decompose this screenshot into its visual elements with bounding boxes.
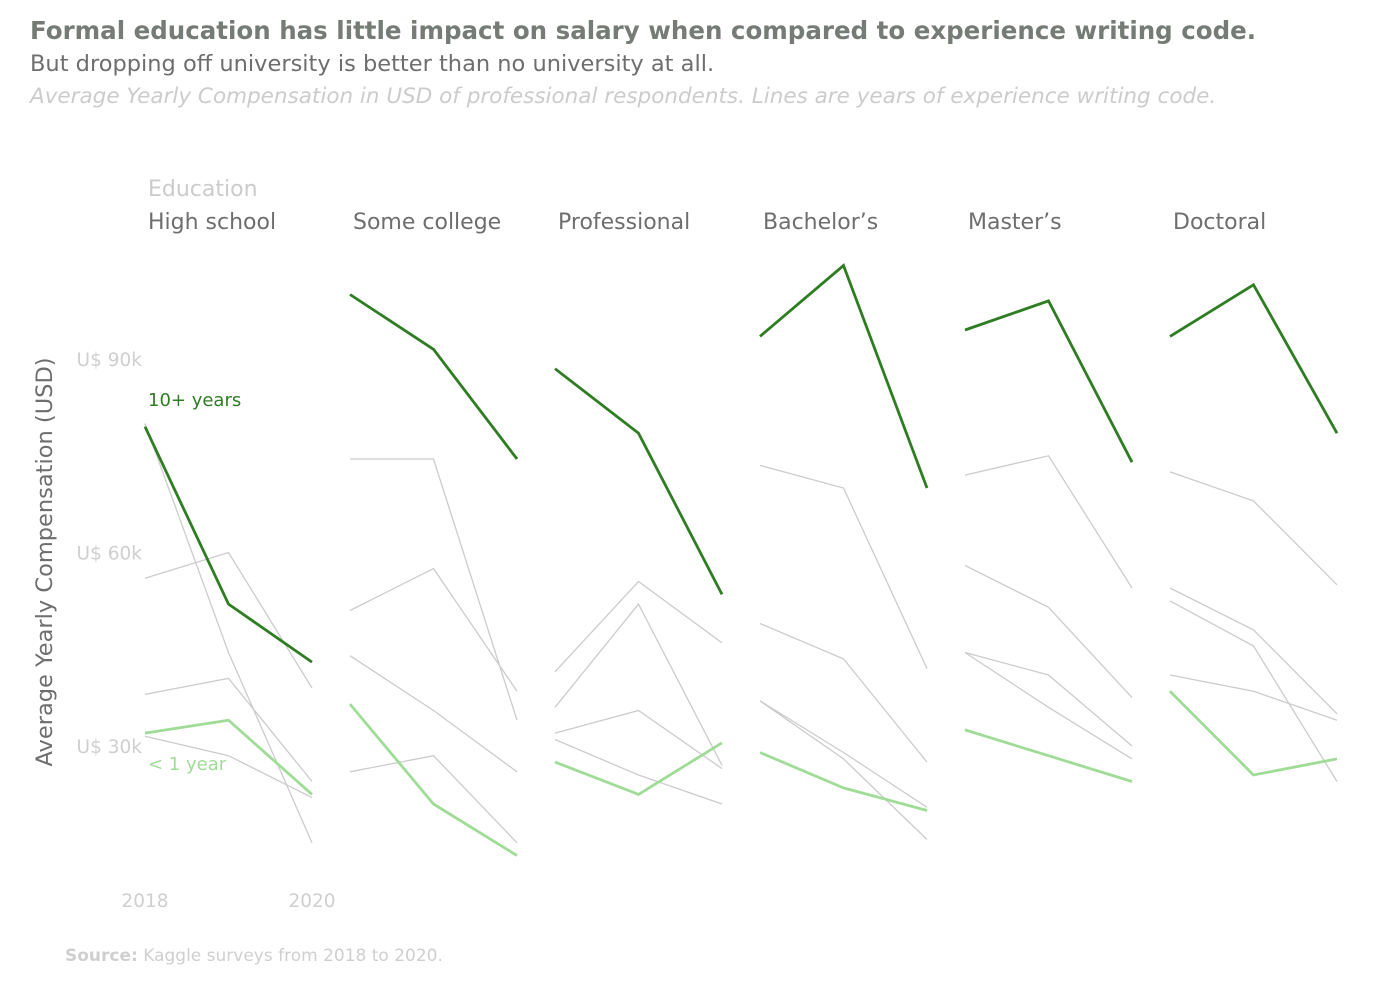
facet-title: Bachelor’s: [763, 210, 878, 235]
source-note: Source: Kaggle surveys from 2018 to 2020…: [65, 946, 443, 966]
series-line-bottom: [1169, 690, 1338, 777]
series-line-top: [143, 426, 313, 664]
series-line-other: [1169, 471, 1338, 586]
series-line-other: [1169, 674, 1338, 721]
x-tick-label: 2018: [121, 891, 168, 912]
series-line-other: [144, 551, 313, 689]
series-line-bottom: [964, 728, 1133, 783]
series-line-top: [759, 263, 929, 489]
y-axis-label: Average Yearly Compensation (USD): [32, 357, 58, 766]
series-line-other: [144, 423, 313, 844]
facet-title: Professional: [558, 210, 690, 235]
y-tick-label: U$ 30k: [77, 737, 143, 758]
chart-caption: Average Yearly Compensation in USD of pr…: [30, 84, 1217, 109]
series-line-other: [759, 700, 928, 808]
series-label-bottom: < 1 year: [148, 754, 227, 775]
series-line-other: [554, 738, 723, 805]
source-label: Source:: [65, 946, 138, 966]
facet-title: Doctoral: [1173, 210, 1266, 235]
y-tick-label: U$ 90k: [77, 350, 143, 371]
series-line-other: [554, 602, 723, 766]
series-line-top: [1169, 282, 1339, 434]
y-tick-label: U$ 60k: [77, 544, 143, 565]
series-line-top: [554, 367, 724, 596]
series-line-other: [144, 677, 313, 782]
facet-group-title: Education: [148, 177, 258, 202]
series-line-other: [1169, 587, 1338, 715]
series-line-other: [554, 580, 723, 673]
series-line-bottom: [348, 703, 518, 857]
series-line-bottom: [144, 718, 313, 796]
x-tick-label: 2020: [288, 891, 335, 912]
facet-title: High school: [148, 210, 276, 235]
series-line-other: [349, 655, 518, 773]
facet-title: Master’s: [968, 210, 1062, 235]
series-line-other: [964, 651, 1133, 747]
series-line-other: [964, 564, 1133, 699]
series-line-other: [759, 700, 928, 840]
series-line-bottom: [554, 741, 723, 796]
series-line-other: [759, 464, 928, 669]
series-line-top: [964, 299, 1134, 463]
series-line-other: [350, 458, 518, 721]
facet-title: Some college: [353, 210, 501, 235]
series-line-other: [144, 735, 313, 799]
series-line-other: [554, 709, 723, 770]
series-line-bottom: [759, 751, 928, 812]
source-text: Kaggle surveys from 2018 to 2020.: [137, 946, 443, 966]
chart-title: Formal education has little impact on sa…: [30, 16, 1257, 45]
series-line-other: [349, 567, 518, 692]
series-line-other: [759, 622, 928, 763]
series-line-top: [349, 293, 519, 460]
series-line-other: [964, 455, 1133, 589]
series-label-top: 10+ years: [148, 390, 241, 411]
series-line-other: [1169, 600, 1338, 782]
series-line-other: [964, 651, 1133, 760]
chart-subtitle: But dropping off university is better th…: [30, 51, 715, 77]
series-line-other: [349, 754, 518, 844]
